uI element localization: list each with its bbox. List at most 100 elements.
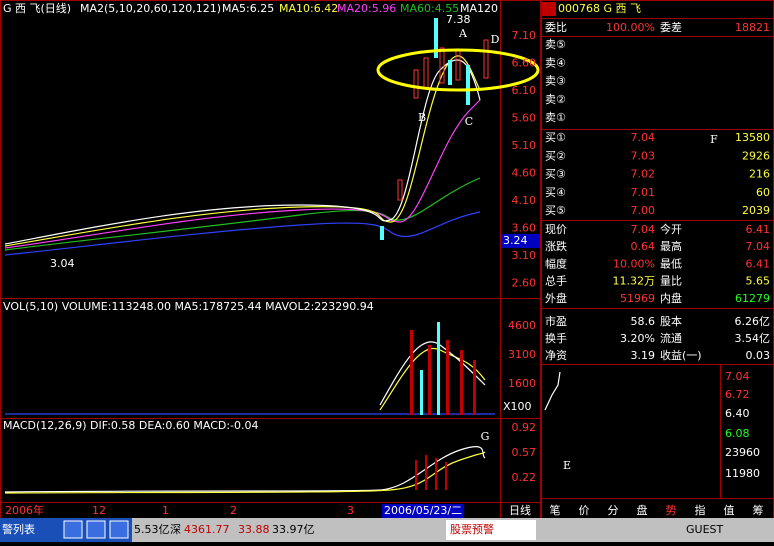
fund-label: 股本 bbox=[660, 314, 682, 328]
window-buttons[interactable] bbox=[63, 520, 129, 539]
price-tick: 4.60 bbox=[512, 167, 537, 180]
cursor-date-bg bbox=[382, 504, 465, 518]
fund-value: 3.54亿 bbox=[735, 332, 771, 345]
x-label: 12 bbox=[92, 504, 106, 517]
volume-unit: X100 bbox=[503, 400, 532, 413]
volume-tick: 4600 bbox=[508, 319, 536, 332]
buy-volume: 2926 bbox=[742, 149, 770, 162]
stat-label: 最高 bbox=[660, 239, 682, 253]
macd-tick: 0.92 bbox=[512, 421, 537, 434]
stat-value: 7.04 bbox=[631, 223, 656, 236]
tab[interactable]: 价 bbox=[579, 504, 590, 517]
volume-tick: 1600 bbox=[508, 377, 536, 390]
highlight-ellipse bbox=[376, 48, 540, 92]
status-item: 深 bbox=[170, 523, 181, 536]
stat-label: 最低 bbox=[660, 257, 682, 270]
price-tick: 5.60 bbox=[512, 112, 537, 125]
buy-label: 买③ bbox=[545, 168, 566, 181]
price-tick: 2.60 bbox=[512, 277, 537, 290]
fund-value: 58.6 bbox=[631, 315, 656, 328]
stock-icon bbox=[542, 2, 556, 16]
price-tick: 6.60 bbox=[512, 57, 537, 70]
buy-label: 买④ bbox=[545, 186, 566, 199]
buy-price: 7.03 bbox=[631, 149, 656, 162]
price-tick: 5.10 bbox=[512, 139, 537, 152]
stat-label: 量比 bbox=[660, 275, 682, 288]
fund-label: 换手 bbox=[545, 331, 567, 345]
price-badge bbox=[501, 234, 540, 248]
buy-volume: 2039 bbox=[742, 204, 770, 217]
buy-volume: 13580 bbox=[735, 131, 770, 144]
buy-price: 7.02 bbox=[631, 168, 656, 181]
stat-value: 6.41 bbox=[746, 257, 771, 270]
tab[interactable]: 笔 bbox=[550, 503, 561, 517]
x-label: 2006年 bbox=[5, 503, 44, 517]
status-item: 33.88 bbox=[238, 523, 270, 536]
mini-tick: 11980 bbox=[725, 467, 760, 480]
chart-header: G 西 飞(日线) bbox=[3, 1, 71, 15]
buy-label: 买② bbox=[545, 149, 566, 162]
buy-price: 7.04 bbox=[631, 131, 656, 144]
stat-value: 61279 bbox=[735, 292, 770, 305]
label: 委比 bbox=[545, 21, 567, 34]
sell-label: 卖② bbox=[545, 93, 566, 106]
stat-value: 0.64 bbox=[631, 240, 656, 253]
annotation: F bbox=[710, 133, 718, 146]
annotation: A bbox=[458, 27, 468, 40]
mini-tick: 6.40 bbox=[725, 407, 750, 420]
fund-label: 市盈 bbox=[545, 314, 567, 328]
stat-label: 总手 bbox=[545, 274, 567, 288]
buy-volume: 216 bbox=[749, 168, 770, 181]
user-name: GUEST bbox=[686, 523, 724, 536]
annotation: C bbox=[465, 115, 473, 128]
annotation: E bbox=[563, 459, 571, 472]
macd-tick: 0.22 bbox=[512, 471, 537, 484]
annotation: D bbox=[491, 33, 500, 46]
price-tick: 4.10 bbox=[512, 194, 537, 207]
tab[interactable]: 盘 bbox=[637, 503, 648, 517]
tab[interactable]: 值 bbox=[724, 504, 735, 517]
price-tick: 6.10 bbox=[512, 84, 537, 97]
ma-label: MA10:6.42 bbox=[279, 2, 338, 15]
ma-label: MA60:4.55 bbox=[400, 2, 459, 15]
tab[interactable]: 指 bbox=[695, 503, 706, 517]
status-item: 33.97亿 bbox=[272, 523, 315, 536]
period-label: 日线 bbox=[509, 503, 531, 517]
candles-down bbox=[380, 18, 470, 415]
stock-code: 000768 G 西 飞 bbox=[558, 2, 641, 15]
stat-value: 10.00% bbox=[613, 257, 655, 270]
sell-label: 卖⑤ bbox=[545, 38, 566, 51]
annotation: B bbox=[418, 111, 426, 124]
mini-tick: 6.72 bbox=[725, 388, 750, 401]
label: 委差 bbox=[660, 20, 682, 34]
ma-label: MA20:5.96 bbox=[337, 2, 396, 15]
buy-price: 7.01 bbox=[631, 186, 656, 199]
buy-label: 买⑤ bbox=[545, 204, 566, 217]
macd-header: MACD(12,26,9) DIF:0.58 DEA:0.60 MACD:-0.… bbox=[3, 419, 259, 432]
window-title: 警列表 bbox=[2, 522, 35, 536]
ma-label: MA5:6.25 bbox=[222, 2, 274, 15]
alert-link[interactable]: 股票预警 bbox=[450, 522, 494, 536]
tab[interactable]: 分 bbox=[608, 504, 619, 517]
mini-tick: 23960 bbox=[725, 446, 760, 459]
status-item: 4361.77 bbox=[184, 523, 230, 536]
mini-tick: 7.04 bbox=[725, 370, 750, 383]
alert-box bbox=[446, 520, 536, 540]
tab[interactable]: 筹 bbox=[753, 503, 764, 517]
stat-value: 7.04 bbox=[746, 240, 771, 253]
stat-label: 涨跌 bbox=[545, 239, 567, 253]
macd-tick: 0.57 bbox=[512, 446, 537, 459]
sell-label: 卖④ bbox=[545, 56, 566, 69]
status-item: 5.53亿 bbox=[134, 523, 170, 536]
stat-value: 6.41 bbox=[746, 223, 771, 236]
cursor-date: 2006/05/23/二 bbox=[384, 504, 462, 517]
stat-label: 今开 bbox=[660, 222, 682, 236]
ma-label: MA2(5,10,20,60,120,121) bbox=[80, 2, 221, 15]
volume-tick: 3100 bbox=[508, 348, 536, 361]
buy-label: 买① bbox=[545, 131, 566, 144]
x-label: 3 bbox=[347, 504, 354, 517]
volume-bars bbox=[410, 330, 476, 490]
buy-price: 7.00 bbox=[631, 204, 656, 217]
tab[interactable]: 势 bbox=[666, 504, 677, 517]
